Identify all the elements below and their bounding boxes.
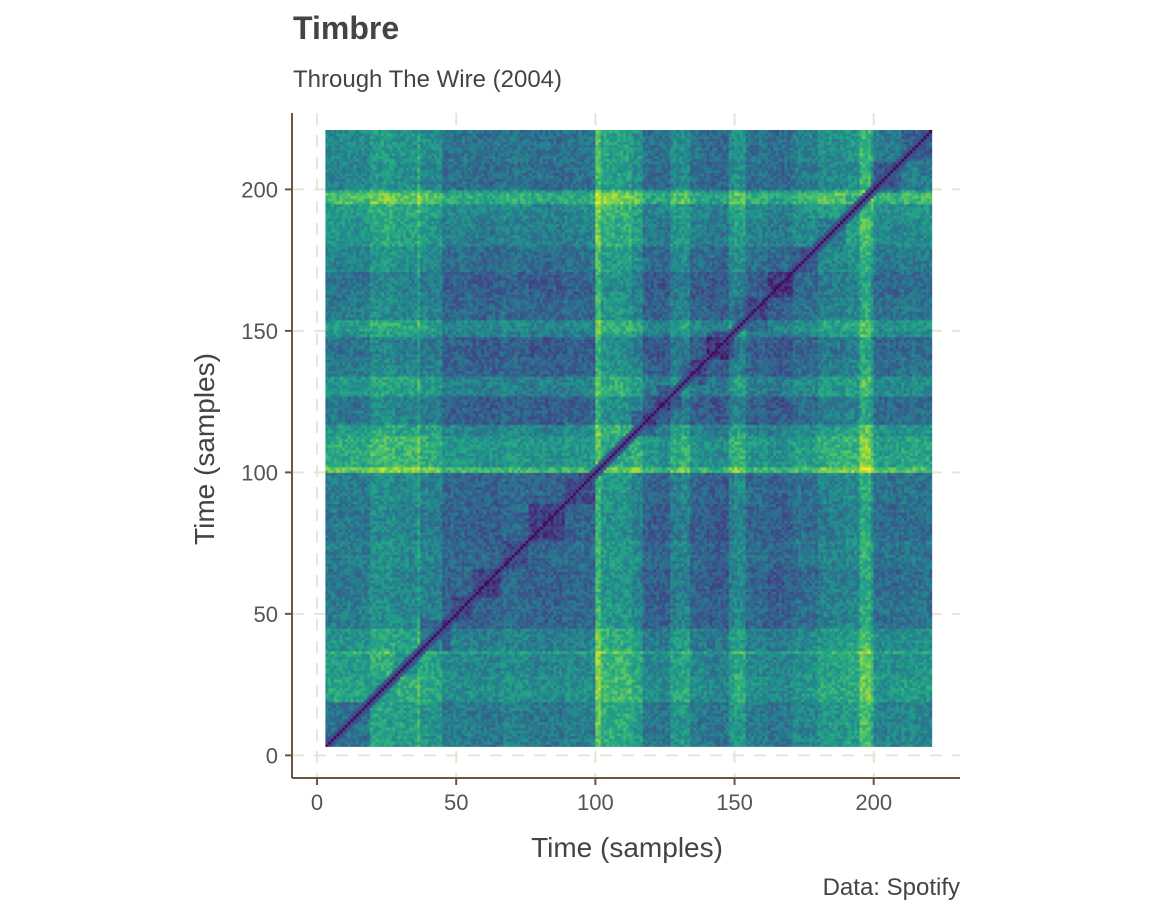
chart-caption: Data: Spotify [822,874,960,901]
x-tick-label: 50 [444,790,468,815]
x-tick-label: 150 [716,790,753,815]
x-axis-label: Time (samples) [531,832,723,863]
x-tick-label: 100 [577,790,614,815]
heatmap-cells [325,129,933,747]
ticks: 0 50 100 150 200 0 50 100 150 200 [241,177,892,815]
chart-subtitle: Through The Wire (2004) [293,66,563,93]
chart-title: Timbre [293,10,400,46]
y-tick-label: 50 [254,602,278,627]
x-tick-label: 0 [311,790,323,815]
axes [291,113,960,779]
y-tick-label: 150 [241,319,278,344]
y-axis-label: Time (samples) [189,353,220,545]
y-tick-label: 100 [241,460,278,485]
x-tick-label: 200 [855,790,892,815]
y-tick-label: 200 [241,177,278,202]
heatmap-raster [325,129,933,747]
y-tick-label: 0 [266,743,278,768]
